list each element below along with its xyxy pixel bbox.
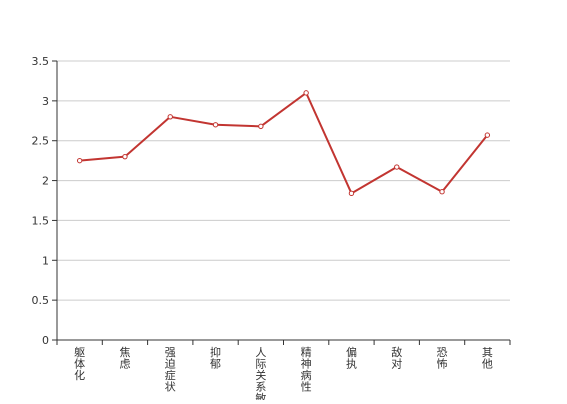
x-tick-label: 恐怖 — [437, 346, 448, 371]
data-point[interactable] — [439, 189, 445, 195]
x-tick-label: 人际关系敏感 — [255, 346, 266, 400]
series — [76, 90, 491, 197]
data-point[interactable] — [212, 122, 219, 128]
x-tick-label: 强迫症状 — [165, 346, 176, 394]
y-tick-label: 1 — [42, 254, 49, 267]
y-tick-labels: 0 0.5 1 1.5 2 2.5 3 3.5 — [32, 55, 50, 347]
x-tick-label: 敌对 — [391, 345, 402, 371]
data-point[interactable] — [348, 190, 355, 197]
x-tick-label: 偏执 — [346, 345, 357, 371]
data-point[interactable] — [122, 153, 128, 160]
data-point[interactable] — [394, 164, 400, 170]
y-tick-label: 2.5 — [32, 135, 50, 148]
x-tick-labels: 躯体化 焦虑 强迫症状 抑郁 人际关系敏感 精神病性 偏执 敌对 恐怖 其他 — [74, 345, 493, 404]
y-tick-label: 0.5 — [32, 294, 50, 307]
x-tick-label: 抑郁 — [210, 345, 221, 371]
y-tick-label: 2 — [42, 175, 49, 188]
data-point[interactable] — [76, 157, 83, 164]
x-tick-label: 焦虑 — [119, 346, 130, 371]
y-tick-label: 3 — [42, 95, 49, 108]
data-point[interactable] — [303, 90, 309, 96]
data-point[interactable] — [258, 123, 264, 130]
series-line — [79, 91, 489, 195]
x-tick-label: 躯体化 — [74, 346, 85, 382]
y-tick-label: 1.5 — [32, 214, 50, 227]
y-tick-label: 0 — [42, 334, 49, 347]
x-tick-label: 精神病性 — [301, 346, 312, 394]
axes — [52, 60, 511, 345]
data-point[interactable] — [484, 132, 491, 138]
x-tick-label: 其他 — [482, 346, 493, 371]
data-point[interactable] — [167, 114, 173, 120]
grid-lines — [57, 60, 510, 301]
y-tick-label: 3.5 — [32, 55, 50, 68]
